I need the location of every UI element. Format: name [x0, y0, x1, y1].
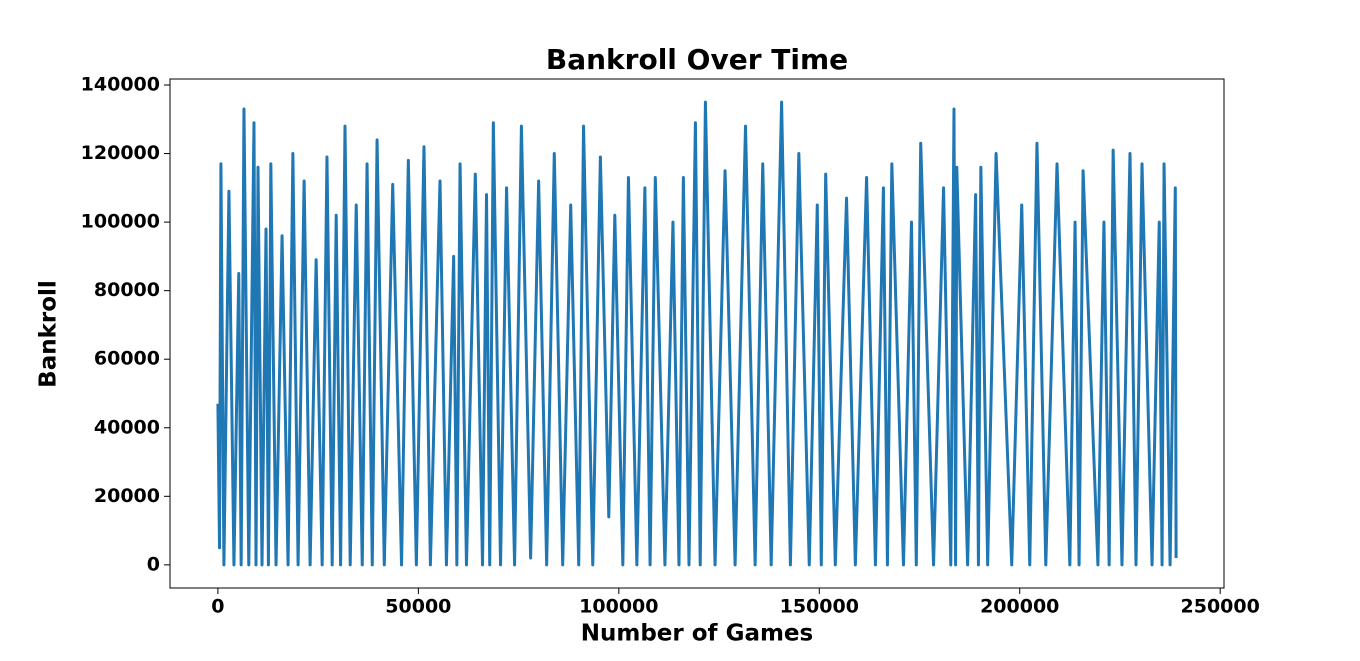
y-tick-label: 20000: [94, 485, 160, 507]
y-tick-label: 140000: [81, 73, 160, 95]
x-tick-label: 50000: [385, 596, 451, 618]
plot-frame: [169, 78, 1225, 589]
x-tick-label: 100000: [579, 596, 658, 618]
y-axis-label: Bankroll: [36, 280, 62, 388]
data-line: [216, 100, 1178, 567]
y-tick-label: 100000: [81, 211, 160, 233]
y-tick-label: 60000: [94, 348, 160, 370]
x-tick-label: 150000: [780, 596, 859, 618]
y-tick-label: 0: [147, 553, 160, 575]
x-tick-label: 0: [211, 596, 224, 618]
y-tick-label: 80000: [94, 279, 160, 301]
x-axis-label: Number of Games: [581, 621, 813, 647]
y-tick-label: 120000: [81, 142, 160, 164]
x-tick-label: 200000: [980, 596, 1059, 618]
y-tick-label: 40000: [94, 416, 160, 438]
chart-title: Bankroll Over Time: [546, 43, 848, 76]
x-tick-label: 250000: [1181, 596, 1260, 618]
